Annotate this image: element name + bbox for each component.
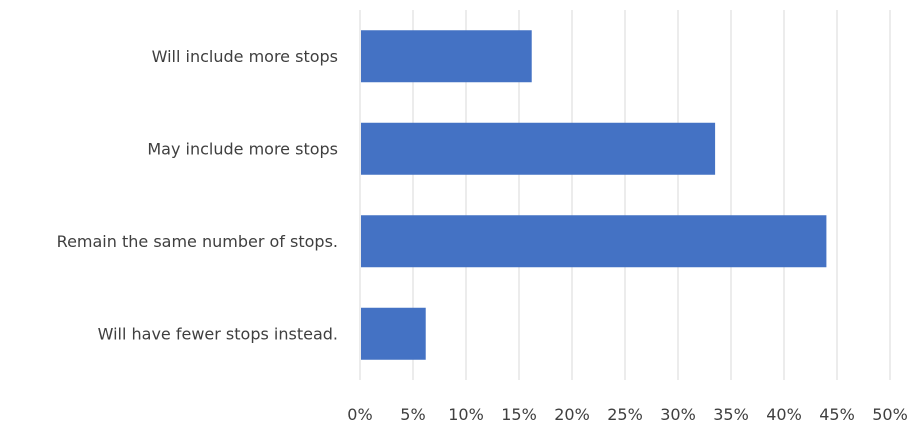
bar: [361, 30, 532, 83]
x-axis-tick-labels: 0% 5% 10% 15% 20% 25% 30% 35% 40% 45% 50%: [347, 405, 907, 424]
category-label: Will have fewer stops instead.: [98, 324, 338, 343]
x-tick-label: 40%: [766, 405, 802, 424]
category-label: Will include more stops: [152, 47, 338, 66]
x-tick-label: 30%: [660, 405, 696, 424]
category-labels: Will include more stops May include more …: [57, 47, 338, 344]
x-tick-label: 15%: [501, 405, 537, 424]
x-tick-label: 20%: [554, 405, 590, 424]
x-tick-label: 10%: [448, 405, 484, 424]
bar: [361, 307, 426, 360]
x-tick-label: 35%: [713, 405, 749, 424]
x-tick-label: 5%: [400, 405, 425, 424]
bars: [361, 30, 827, 360]
category-label: May include more stops: [147, 139, 338, 158]
x-tick-label: 45%: [819, 405, 855, 424]
bar: [361, 215, 827, 268]
x-tick-label: 25%: [607, 405, 643, 424]
x-tick-label: 0%: [347, 405, 372, 424]
category-label: Remain the same number of stops.: [57, 232, 338, 251]
bar: [361, 122, 716, 175]
x-tick-label: 50%: [872, 405, 908, 424]
